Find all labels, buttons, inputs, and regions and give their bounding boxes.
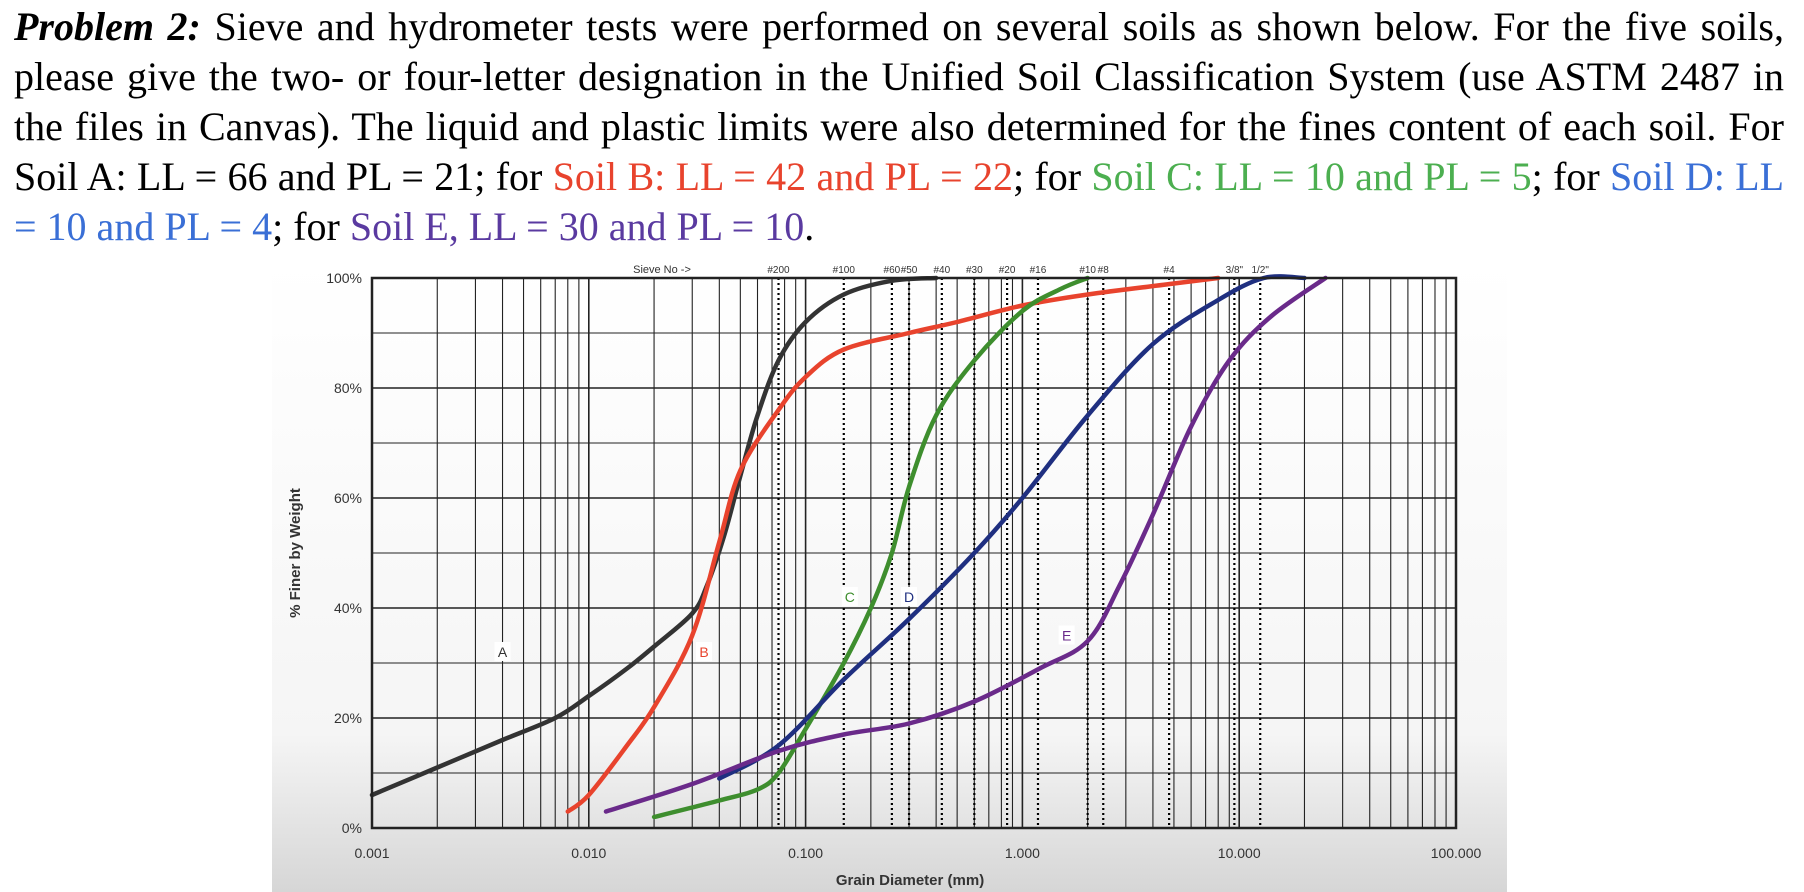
sieve-label: #20 bbox=[999, 265, 1016, 276]
x-tick-label: 1.000 bbox=[1005, 845, 1040, 861]
soil-c-limits: Soil C: LL = 10 and PL = 5 bbox=[1091, 154, 1532, 199]
soil-d-limits: Soil D: LL = 10 and PL = 4 bbox=[14, 154, 1785, 249]
curve-label-bg bbox=[841, 587, 858, 606]
problem-text: Sieve and hydrometer tests were performe… bbox=[14, 4, 1784, 199]
y-tick-label: 40% bbox=[334, 600, 362, 616]
x-tick-label: 0.100 bbox=[788, 845, 823, 861]
sieve-lines: #200 #100 #60 #50 #40 #30 #20 #16 #10 #8 #4 3/8" 1/2… bbox=[767, 265, 1269, 828]
curve-e bbox=[603, 275, 1328, 814]
plot-frame bbox=[370, 276, 1458, 830]
x-tick-label: 0.010 bbox=[571, 845, 606, 861]
y-tick-label: 20% bbox=[334, 710, 362, 726]
curve-label-bg bbox=[901, 587, 918, 606]
y-tick-label: 0% bbox=[342, 820, 362, 836]
x-tick-label: 10.000 bbox=[1218, 845, 1261, 861]
sieve-label: #16 bbox=[1030, 265, 1047, 276]
end-period: . bbox=[804, 204, 815, 249]
curve-label-bg bbox=[696, 642, 713, 661]
curve-label-a: A bbox=[498, 644, 508, 660]
sieve-label: #200 bbox=[767, 265, 790, 276]
sieve-label: 3/8" bbox=[1226, 265, 1244, 276]
sieve-label: #50 bbox=[901, 265, 918, 276]
soil-e-limits: Soil E, LL = 30 and PL = 10 bbox=[349, 204, 805, 249]
x-tick-label: 0.001 bbox=[354, 845, 389, 861]
curve-b bbox=[565, 275, 1221, 814]
sieve-label: #4 bbox=[1164, 265, 1176, 276]
curve-label-b: B bbox=[699, 644, 708, 660]
sieve-header: Sieve No -> bbox=[633, 264, 691, 276]
curve-label-c: C bbox=[845, 589, 855, 605]
curve-c bbox=[651, 275, 1090, 820]
sieve-label: #8 bbox=[1098, 265, 1110, 276]
sieve-label: #10 bbox=[1079, 265, 1096, 276]
problem-label: Problem 2: bbox=[14, 4, 201, 49]
x-axis-label: Grain Diameter (mm) bbox=[836, 872, 984, 889]
sieve-label: #60 bbox=[884, 265, 901, 276]
y-tick-label: 60% bbox=[334, 490, 362, 506]
sieve-label: 1/2" bbox=[1251, 265, 1269, 276]
tick-labels: 0.001 0.010 0.100 1.000 10.000 100.000 0% 20% 40… bbox=[326, 270, 1481, 861]
curve-label-e: E bbox=[1062, 628, 1071, 644]
problem-statement: Problem 2: Sieve and hydrometer tests we… bbox=[14, 2, 1784, 252]
chart-grid bbox=[371, 278, 1456, 828]
sep-1: ; for bbox=[1012, 154, 1092, 199]
curve-label-d: D bbox=[904, 589, 914, 605]
series-group: A B C D E bbox=[369, 274, 1328, 820]
curve-label-bg bbox=[494, 642, 511, 661]
x-tick-label: 100.000 bbox=[1431, 845, 1482, 861]
y-axis-label: % Finer by Weight bbox=[287, 488, 304, 618]
sep-2: ; for bbox=[1531, 154, 1611, 199]
sieve-label: #100 bbox=[833, 265, 856, 276]
y-tick-label: 80% bbox=[334, 380, 362, 396]
curve-d bbox=[717, 274, 1307, 781]
soil-b-limits: Soil B: LL = 42 and PL = 22 bbox=[552, 154, 1013, 199]
chart-background bbox=[272, 262, 1507, 892]
curve-label-bg bbox=[1058, 625, 1075, 645]
sieve-label: #40 bbox=[933, 265, 950, 276]
sieve-label: #30 bbox=[966, 265, 983, 276]
y-tick-label: 100% bbox=[326, 270, 362, 286]
sep-3: ; for bbox=[272, 204, 350, 249]
